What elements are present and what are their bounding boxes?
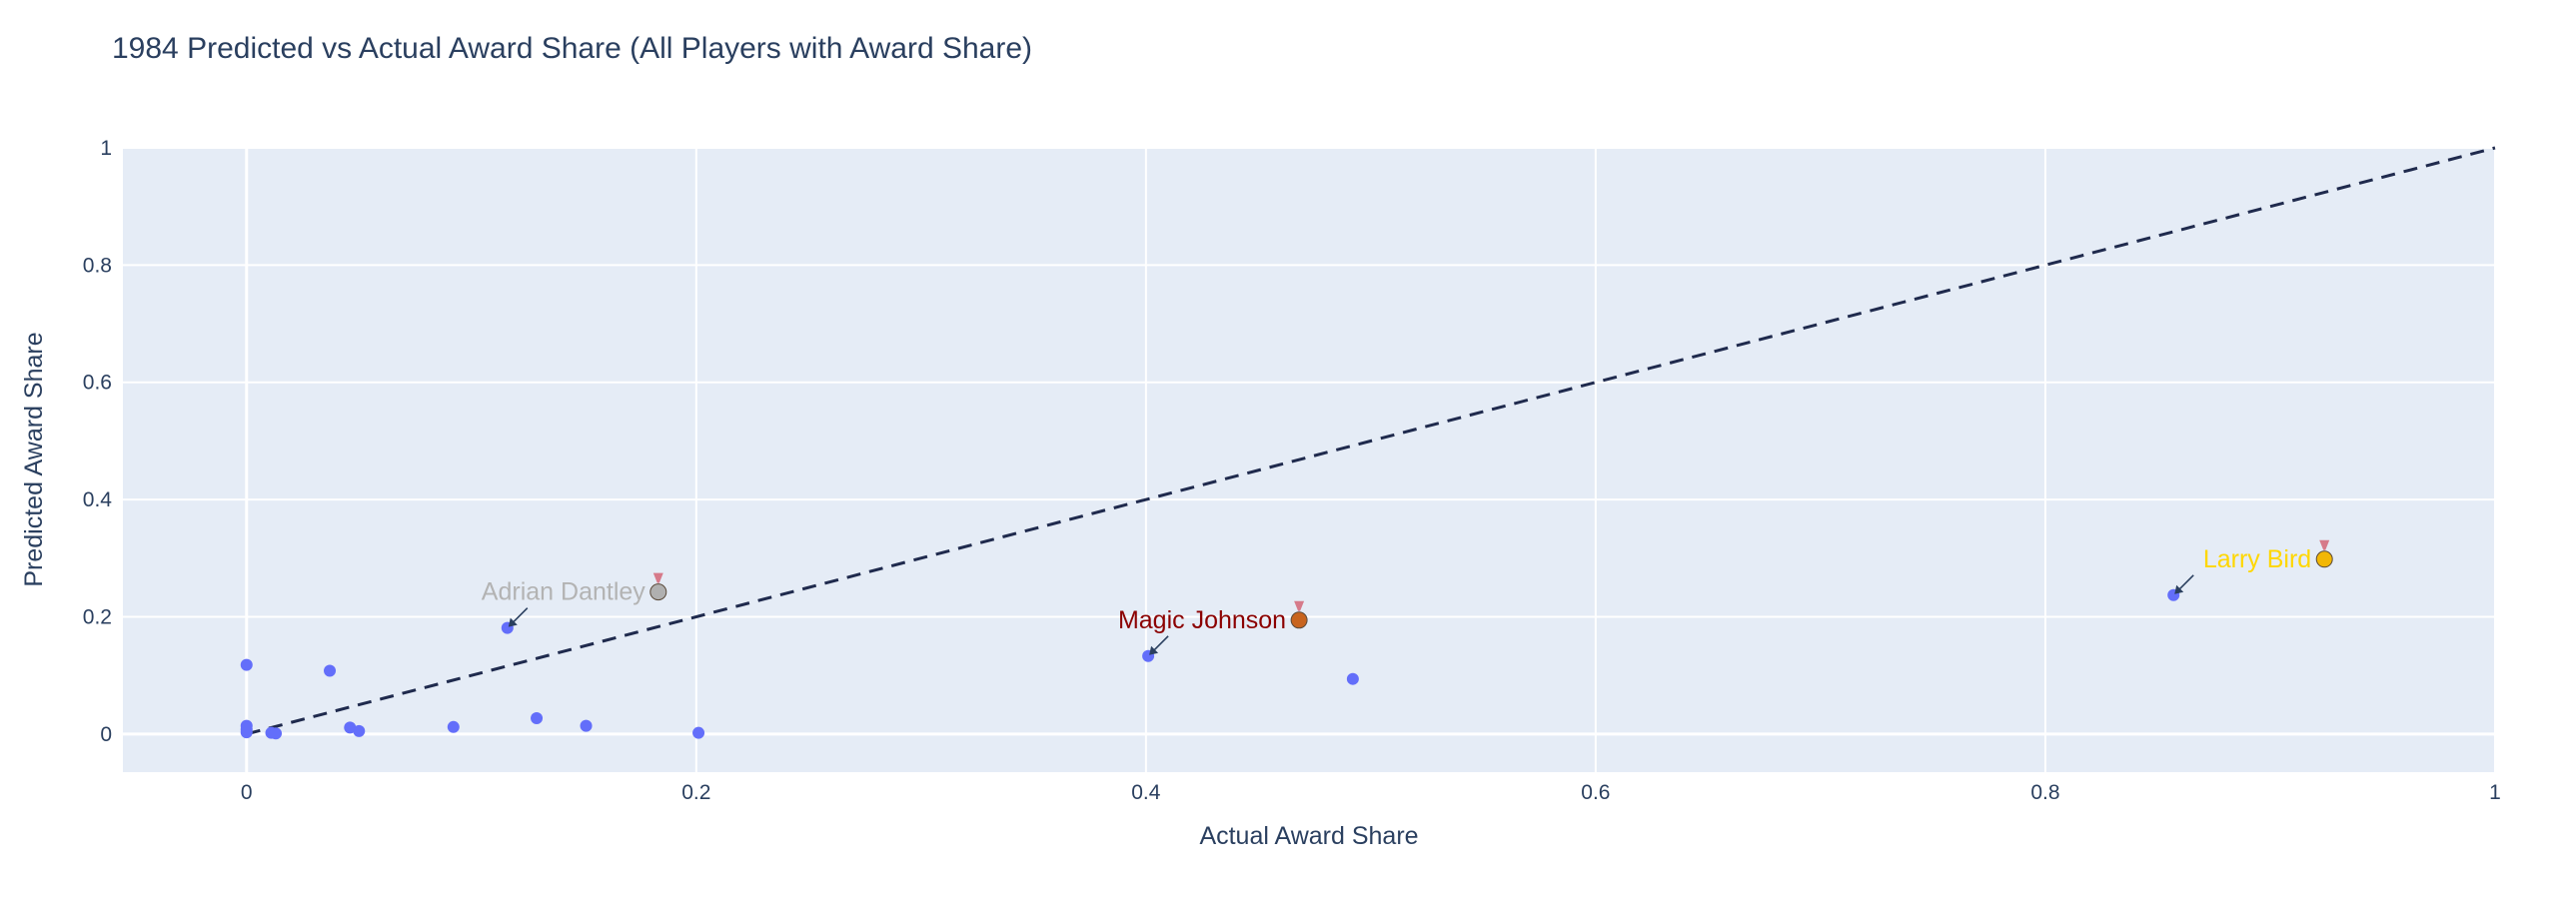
x-tick-label: 0.2: [681, 781, 710, 804]
medal-ribbon: [1294, 600, 1305, 611]
annotation-arrowhead: [2174, 584, 2184, 594]
y-tick-label: 0.8: [83, 254, 112, 277]
bronze-medal-icon: [1290, 611, 1308, 629]
medal-ribbon: [2319, 539, 2330, 550]
y-tick-label: 0.6: [83, 372, 112, 395]
y-axis-title: Predicted Award Share: [20, 332, 48, 586]
medal-ribbon: [652, 572, 663, 583]
y-tick-label: 0: [100, 723, 112, 746]
x-tick-label: 0.6: [1581, 781, 1610, 804]
y-tick-label: 0.2: [83, 605, 112, 628]
x-tick-label: 0.4: [1131, 781, 1161, 804]
data-point: [344, 721, 357, 734]
annotation-label: Adrian Dantley: [482, 578, 645, 606]
annotation-arrowhead: [508, 617, 518, 627]
y-tick-label: 0.4: [83, 488, 113, 511]
x-axis-title: Actual Award Share: [1199, 822, 1418, 850]
data-point: [580, 719, 593, 732]
annotation-label: Larry Bird: [2203, 545, 2311, 573]
x-tick-label: 1: [2489, 781, 2501, 804]
data-point: [531, 712, 544, 725]
data-point: [324, 664, 337, 677]
data-point: [447, 720, 460, 733]
data-point: [353, 724, 366, 737]
chart-title: 1984 Predicted vs Actual Award Share (Al…: [112, 32, 1032, 65]
annotations: Adrian Dantley Magic Johnson Larry Bird: [482, 539, 2333, 655]
data-point: [692, 726, 705, 739]
data-point: [240, 726, 253, 739]
silver-medal-icon: [649, 583, 667, 601]
data-point: [240, 658, 253, 671]
data-points: [240, 588, 2180, 740]
annotation-arrowhead: [1149, 645, 1159, 655]
gold-medal-icon: [2315, 550, 2333, 568]
reference-line: [246, 146, 2496, 736]
y-tick-label: 1: [100, 137, 112, 160]
annotation-label: Magic Johnson: [1118, 606, 1286, 634]
data-point: [270, 727, 283, 740]
reference-line-group: [246, 146, 2496, 736]
x-tick-label: 0: [241, 781, 253, 804]
x-tick-label: 0.8: [2030, 781, 2059, 804]
y-ticks: 0 0.2 0.4 0.6 0.8 1: [83, 137, 113, 746]
data-point: [1346, 672, 1359, 685]
x-ticks: 0 0.2 0.4 0.6 0.8 1: [241, 781, 2501, 804]
